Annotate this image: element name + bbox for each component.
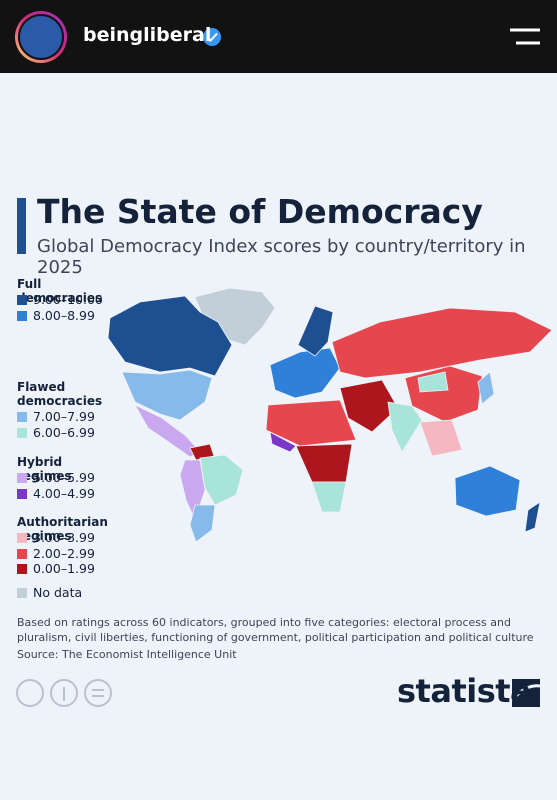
legend-swatch xyxy=(17,427,27,438)
legend-heading-text: Hybrid regimes xyxy=(17,455,72,483)
subtitle: Global Democracy Index scores by country… xyxy=(37,236,526,278)
legend-item-text: 5.00–5.99 xyxy=(33,470,95,485)
legend-item-text: 2.00–2.99 xyxy=(33,545,95,561)
legend-heading-text: Full democracies xyxy=(17,277,103,305)
legend-item: No data xyxy=(17,585,82,600)
nd-icon xyxy=(84,679,112,707)
brazil xyxy=(199,454,244,506)
australia xyxy=(454,465,521,517)
legend-item-text: 6.00–6.99 xyxy=(33,424,95,440)
legend-swatch xyxy=(17,310,27,321)
usa xyxy=(121,369,213,421)
legend-swatch xyxy=(17,533,27,543)
legend-item: 6.00–6.99 xyxy=(17,425,95,440)
southern-africa xyxy=(311,481,347,513)
cc-icon xyxy=(16,679,44,707)
japan xyxy=(477,371,495,405)
legend-swatch xyxy=(17,473,27,483)
username[interactable]: beingliberal xyxy=(83,24,212,46)
scandinavia xyxy=(297,305,334,357)
southern-cone xyxy=(189,504,216,543)
canada-alaska xyxy=(107,295,233,377)
verified-badge xyxy=(203,28,221,46)
europe xyxy=(269,347,341,399)
legend-swatch xyxy=(17,548,27,559)
legend-heading: Authoritarian regimes xyxy=(17,515,108,543)
legend-item: 9.00–10.00 xyxy=(17,292,103,307)
brand-logo: statista xyxy=(397,672,532,710)
legend-heading-text: Authoritarian regimes xyxy=(17,515,108,543)
by-icon xyxy=(50,679,78,707)
legend-heading: Flawed democracies xyxy=(17,380,107,408)
legend-item: 4.00–4.99 xyxy=(17,486,95,501)
legend-item: 5.00–5.99 xyxy=(17,470,95,485)
north-africa xyxy=(265,399,357,447)
legend-swatch xyxy=(17,295,27,305)
southeast-asia xyxy=(419,419,463,457)
india xyxy=(387,401,423,453)
top-bar: beingliberal xyxy=(0,0,557,73)
verified-check xyxy=(206,32,218,42)
source: Source: The Economist Intelligence Unit xyxy=(17,648,237,661)
legend-item-text: No data xyxy=(33,585,83,600)
new-zealand xyxy=(524,501,541,533)
world-map xyxy=(107,287,553,543)
legend-item-text: 4.00–4.99 xyxy=(33,485,95,501)
legend-item-text: 9.00–10.00 xyxy=(33,292,103,307)
footer-icons xyxy=(16,679,541,707)
legend-item-text: 7.00–7.99 xyxy=(33,409,95,424)
footnote: Based on ratings across 60 indicators, g… xyxy=(17,616,534,644)
central-africa xyxy=(295,443,353,483)
statista-icon xyxy=(512,679,540,707)
mongolia xyxy=(417,371,449,393)
title-bar xyxy=(17,198,26,254)
west-africa xyxy=(269,431,297,453)
legend-heading: Hybrid regimes xyxy=(17,455,107,483)
title: The State of Democracy xyxy=(37,192,483,231)
legend-item-text: 3.00–3.99 xyxy=(33,530,95,545)
legend-swatch xyxy=(17,564,27,574)
legend-item: 0.00–1.99 xyxy=(17,561,95,576)
legend-heading-text: Flawed democracies xyxy=(17,380,103,408)
legend-item: 7.00–7.99 xyxy=(17,409,95,424)
avatar[interactable] xyxy=(18,14,64,60)
legend-swatch xyxy=(17,412,27,422)
legend-swatch xyxy=(17,488,27,499)
russia xyxy=(331,307,553,379)
legend-item: 8.00–8.99 xyxy=(17,308,95,323)
header-icons xyxy=(15,11,540,63)
legend-heading: Full democracies xyxy=(17,277,107,305)
legend-item: 3.00–3.99 xyxy=(17,530,95,545)
legend-item: 2.00–2.99 xyxy=(17,546,95,561)
legend-swatch xyxy=(17,588,27,598)
middle-east xyxy=(339,379,399,433)
legend-item-text: 0.00–1.99 xyxy=(33,561,95,576)
legend-item-text: 8.00–8.99 xyxy=(33,307,95,323)
